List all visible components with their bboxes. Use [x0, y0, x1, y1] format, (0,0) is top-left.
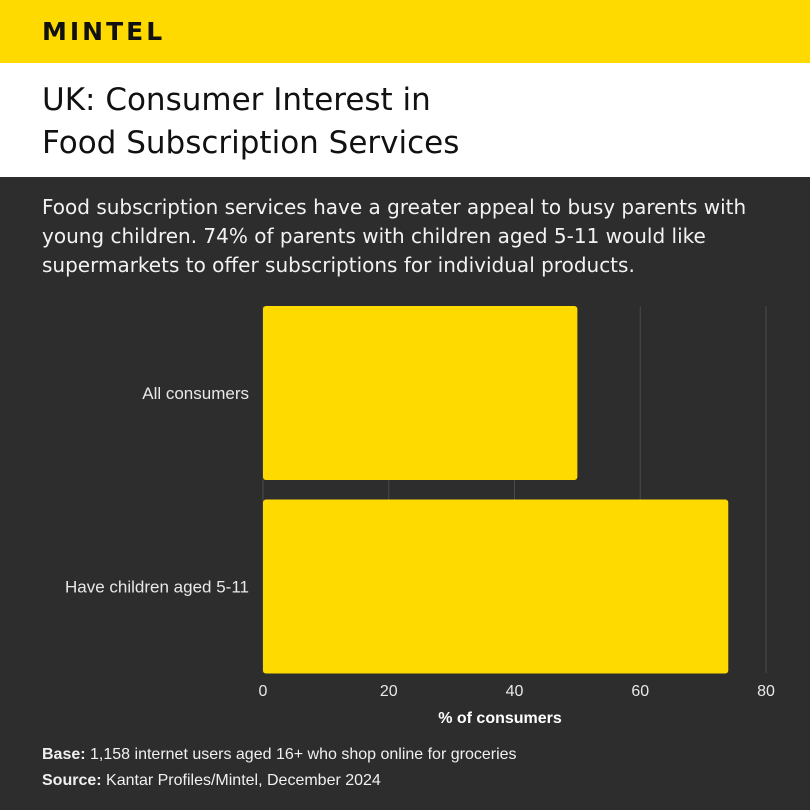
x-tick-60: 60 [631, 683, 649, 700]
source-label: Source: [42, 772, 102, 789]
brand-bar: MINTEL [0, 0, 810, 63]
bars [263, 306, 729, 674]
category-label-0: All consumers [142, 384, 249, 403]
bar-1 [263, 499, 729, 674]
x-tick-labels: 0 20 40 60 80 [259, 683, 775, 700]
footer: Base: 1,158 internet users aged 16+ who … [42, 742, 782, 794]
base-note: Base: 1,158 internet users aged 16+ who … [42, 742, 782, 768]
source-note: Source: Kantar Profiles/Mintel, December… [42, 768, 782, 794]
mintel-logo: MINTEL [42, 17, 166, 46]
x-axis-label: % of consumers [438, 710, 562, 727]
source-text: Kantar Profiles/Mintel, December 2024 [106, 772, 381, 789]
title-box: UK: Consumer Interest in Food Subscripti… [0, 63, 810, 177]
x-tick-0: 0 [259, 683, 268, 700]
base-text: 1,158 internet users aged 16+ who shop o… [90, 746, 517, 763]
title-line-1: UK: Consumer Interest in [42, 82, 431, 118]
category-label-1: Have children aged 5-11 [65, 578, 249, 597]
chart-subtitle: Food subscription services have a greate… [42, 195, 747, 277]
category-labels: All consumers Have children aged 5-11 [65, 384, 249, 597]
base-label: Base: [42, 746, 86, 763]
x-tick-40: 40 [506, 683, 524, 700]
page-title: UK: Consumer Interest in Food Subscripti… [42, 79, 782, 165]
x-tick-20: 20 [380, 683, 398, 700]
x-tick-80: 80 [757, 683, 775, 700]
title-line-2: Food Subscription Services [42, 125, 460, 161]
bar-0 [263, 306, 578, 480]
